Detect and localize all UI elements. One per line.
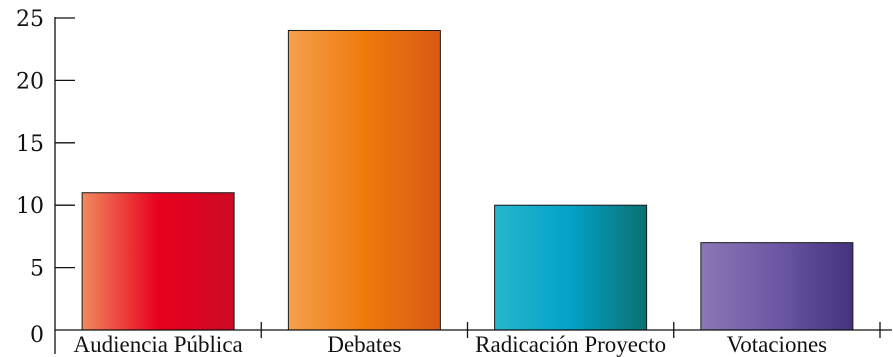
- y-tick-label: 0: [30, 323, 44, 348]
- y-tick-label: 15: [16, 132, 44, 157]
- axes: [54, 17, 892, 354]
- x-category-label: Audiencia Pública: [73, 332, 242, 357]
- y-tick-label: 5: [30, 257, 44, 282]
- x-category-label: Radicación Proyecto: [475, 332, 666, 357]
- bar-3: [700, 242, 854, 331]
- bar-0: [81, 192, 235, 331]
- y-tick-label: 10: [16, 194, 44, 219]
- bar-1: [287, 29, 441, 331]
- y-tick-label: 25: [16, 7, 44, 32]
- y-tick-label: 20: [16, 69, 44, 94]
- y-ticks: 0 5 10 15 20 25: [16, 7, 75, 348]
- x-category-labels: Audiencia Pública Debates Radicación Proye…: [73, 332, 827, 357]
- bars: [81, 29, 854, 331]
- bar-2: [494, 204, 648, 331]
- x-category-label: Votaciones: [727, 332, 828, 357]
- x-category-label: Debates: [327, 332, 401, 357]
